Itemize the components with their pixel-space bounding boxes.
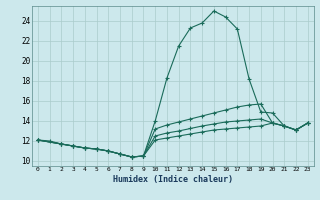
X-axis label: Humidex (Indice chaleur): Humidex (Indice chaleur) <box>113 175 233 184</box>
